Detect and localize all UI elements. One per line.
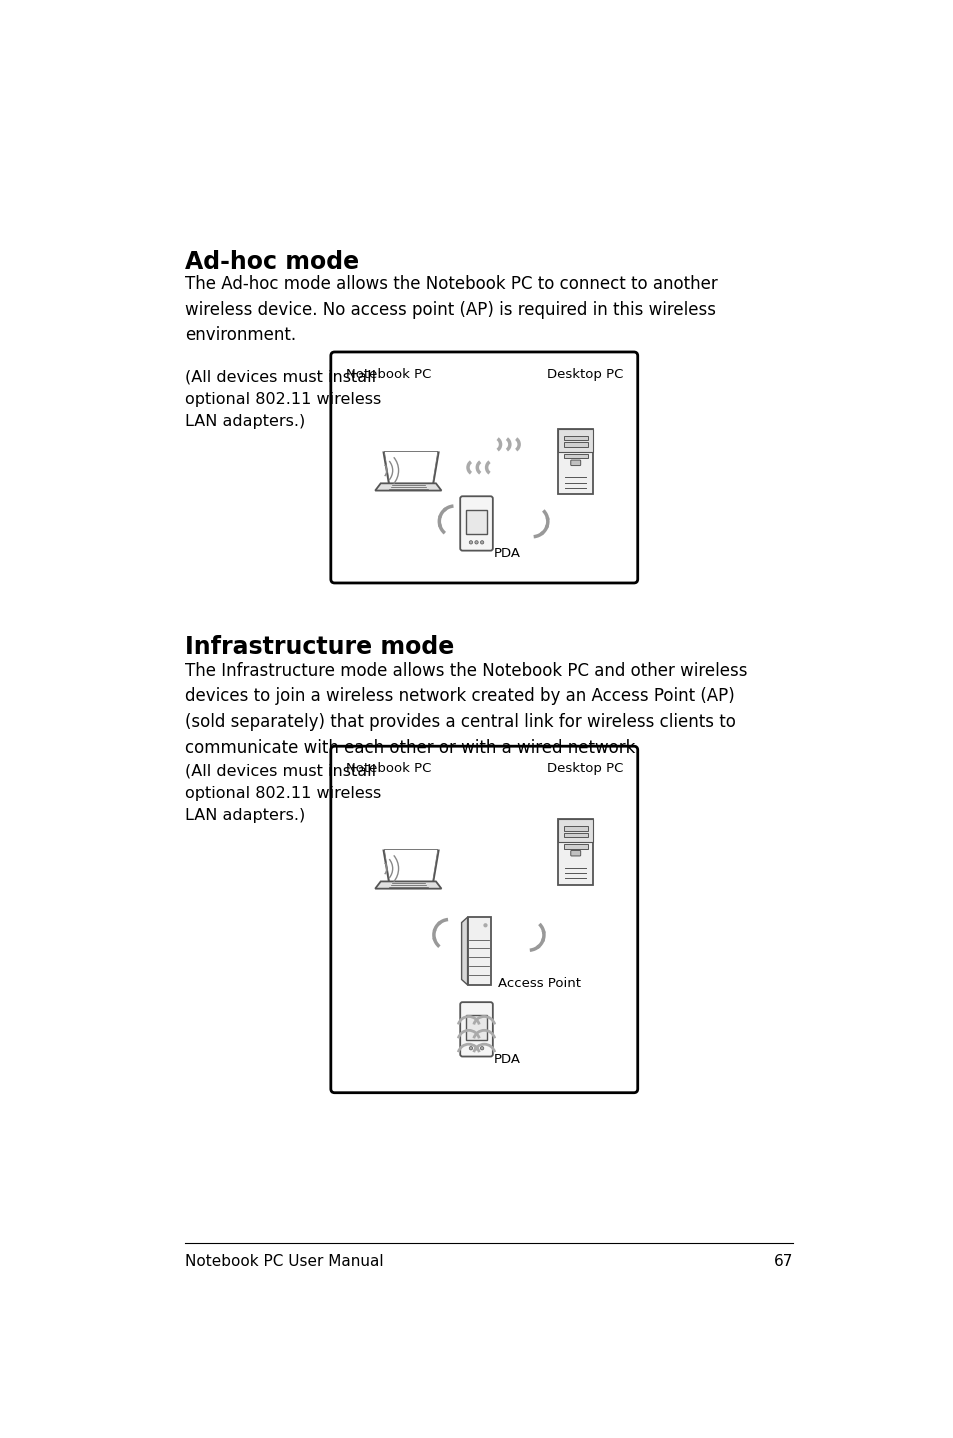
FancyBboxPatch shape: [563, 436, 587, 440]
Polygon shape: [375, 881, 441, 889]
Text: (All devices must install
optional 802.11 wireless
LAN adapters.): (All devices must install optional 802.1…: [185, 764, 381, 824]
FancyBboxPatch shape: [459, 496, 493, 551]
Polygon shape: [375, 483, 441, 490]
Polygon shape: [384, 850, 437, 883]
FancyBboxPatch shape: [331, 746, 637, 1093]
Text: Desktop PC: Desktop PC: [546, 368, 622, 381]
Text: Ad-hoc mode: Ad-hoc mode: [185, 250, 359, 273]
Text: Desktop PC: Desktop PC: [546, 762, 622, 775]
Text: Notebook PC: Notebook PC: [345, 762, 431, 775]
FancyBboxPatch shape: [563, 827, 587, 831]
FancyBboxPatch shape: [570, 460, 580, 466]
Circle shape: [469, 541, 472, 544]
Text: PDA: PDA: [493, 546, 520, 559]
Polygon shape: [467, 917, 491, 985]
Text: Access Point: Access Point: [497, 978, 580, 991]
Polygon shape: [383, 453, 438, 485]
Circle shape: [475, 541, 477, 544]
FancyBboxPatch shape: [563, 453, 587, 459]
Text: Notebook PC User Manual: Notebook PC User Manual: [185, 1254, 383, 1268]
Circle shape: [480, 541, 483, 544]
Text: PDA: PDA: [493, 1053, 520, 1066]
Polygon shape: [558, 429, 593, 452]
Text: Notebook PC: Notebook PC: [345, 368, 431, 381]
Polygon shape: [461, 917, 467, 985]
Circle shape: [469, 1047, 472, 1050]
FancyBboxPatch shape: [459, 1002, 493, 1057]
Text: Infrastructure mode: Infrastructure mode: [185, 634, 454, 659]
Circle shape: [480, 1047, 483, 1050]
Polygon shape: [558, 820, 593, 843]
FancyBboxPatch shape: [563, 844, 587, 848]
FancyBboxPatch shape: [563, 443, 587, 447]
FancyBboxPatch shape: [570, 850, 580, 856]
Polygon shape: [384, 452, 437, 486]
Text: (All devices must install
optional 802.11 wireless
LAN adapters.): (All devices must install optional 802.1…: [185, 370, 381, 429]
Polygon shape: [558, 820, 593, 884]
Polygon shape: [383, 850, 438, 883]
Text: The Infrastructure mode allows the Notebook PC and other wireless
devices to joi: The Infrastructure mode allows the Noteb…: [185, 661, 747, 756]
Text: The Ad-hoc mode allows the Notebook PC to connect to another
wireless device. No: The Ad-hoc mode allows the Notebook PC t…: [185, 275, 717, 344]
FancyBboxPatch shape: [465, 1015, 487, 1040]
FancyBboxPatch shape: [465, 509, 487, 535]
Text: 67: 67: [773, 1254, 793, 1268]
Polygon shape: [558, 429, 593, 495]
Circle shape: [475, 1047, 477, 1050]
Circle shape: [483, 923, 487, 928]
FancyBboxPatch shape: [563, 833, 587, 837]
FancyBboxPatch shape: [331, 352, 637, 582]
